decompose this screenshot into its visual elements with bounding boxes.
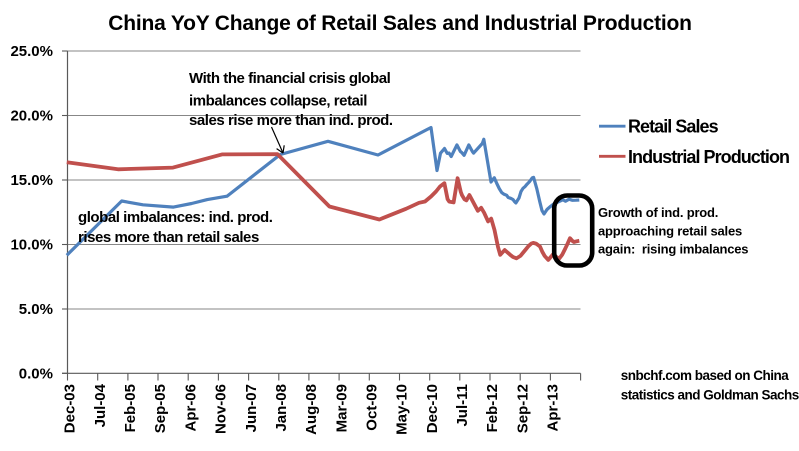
- svg-text:Jun-07: Jun-07: [243, 384, 260, 432]
- svg-text:Industrial Production: Industrial Production: [628, 147, 789, 167]
- svg-text:With the financial crisis glob: With the financial crisis global: [189, 70, 391, 87]
- svg-text:again: rising imbalances: again: rising imbalances: [598, 242, 748, 257]
- svg-text:Apr-13: Apr-13: [545, 384, 562, 432]
- svg-text:Growth of ind. prod.: Growth of ind. prod.: [598, 205, 718, 220]
- svg-text:imbalances collapse, retail: imbalances collapse, retail: [189, 93, 367, 110]
- svg-text:Jul-11: Jul-11: [454, 384, 471, 427]
- svg-text:Feb-05: Feb-05: [122, 384, 139, 432]
- svg-text:15.0%: 15.0%: [10, 172, 53, 189]
- svg-text:global imbalances: ind. prod.: global imbalances: ind. prod.: [78, 209, 273, 226]
- svg-text:25.0%: 25.0%: [10, 43, 53, 60]
- svg-text:Nov-06: Nov-06: [213, 384, 230, 434]
- svg-text:Mar-09: Mar-09: [333, 384, 350, 432]
- svg-text:0.0%: 0.0%: [19, 365, 53, 382]
- svg-text:5.0%: 5.0%: [19, 301, 53, 318]
- svg-text:Apr-06: Apr-06: [182, 384, 199, 432]
- svg-text:sales rise more than ind. prod: sales rise more than ind. prod.: [189, 112, 393, 129]
- svg-text:May-10: May-10: [394, 384, 411, 435]
- svg-text:Sep-12: Sep-12: [514, 384, 531, 433]
- svg-text:China YoY Change of Retail Sal: China YoY Change of Retail Sales and Ind…: [108, 12, 692, 35]
- svg-text:Jul-04: Jul-04: [92, 383, 109, 427]
- svg-text:Feb-12: Feb-12: [484, 384, 501, 432]
- svg-text:20.0%: 20.0%: [10, 108, 53, 125]
- svg-text:Dec-10: Dec-10: [424, 384, 441, 433]
- svg-text:Oct-09: Oct-09: [364, 384, 381, 431]
- svg-text:Aug-08: Aug-08: [303, 384, 320, 435]
- svg-text:statistics and Goldman Sachs: statistics and Goldman Sachs: [621, 388, 799, 403]
- svg-text:10.0%: 10.0%: [10, 237, 53, 254]
- svg-text:snbchf.com based on China: snbchf.com based on China: [621, 368, 790, 383]
- svg-text:Dec-03: Dec-03: [62, 384, 79, 433]
- svg-text:Sep-05: Sep-05: [152, 384, 169, 433]
- svg-text:Jan-08: Jan-08: [273, 384, 290, 432]
- svg-text:Retail Sales: Retail Sales: [628, 117, 719, 137]
- svg-text:approaching retail sales: approaching retail sales: [598, 223, 742, 238]
- svg-text:rises more than retail sales: rises more than retail sales: [78, 229, 259, 246]
